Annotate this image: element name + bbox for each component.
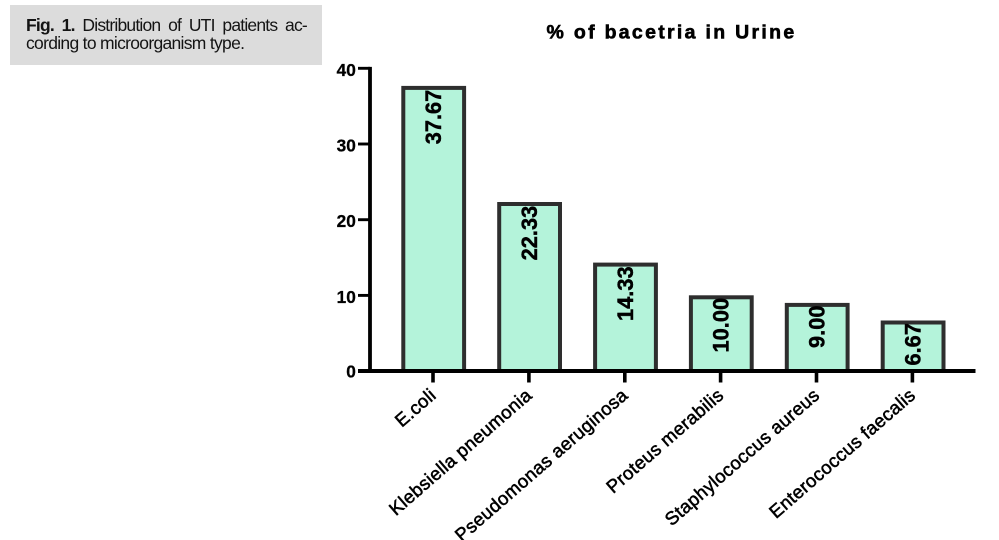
- svg-text:14.33: 14.33: [613, 266, 638, 321]
- svg-text:% of bacetria in Urine: % of bacetria in Urine: [547, 22, 797, 44]
- svg-text:10: 10: [337, 287, 356, 307]
- svg-text:37.67: 37.67: [421, 90, 446, 145]
- svg-text:6.67: 6.67: [900, 323, 925, 365]
- svg-text:0: 0: [346, 362, 356, 382]
- svg-text:30: 30: [337, 136, 356, 156]
- svg-text:9.00: 9.00: [805, 306, 830, 348]
- svg-text:E.coli: E.coli: [391, 384, 440, 431]
- svg-text:40: 40: [337, 60, 356, 80]
- svg-text:Staphylococcus aureus: Staphylococcus aureus: [660, 384, 823, 529]
- svg-text:Pseudomonas aeruginosa: Pseudomonas aeruginosa: [451, 384, 632, 540]
- svg-text:10.00: 10.00: [709, 298, 734, 353]
- svg-text:20: 20: [337, 211, 356, 231]
- svg-text:22.33: 22.33: [517, 206, 542, 261]
